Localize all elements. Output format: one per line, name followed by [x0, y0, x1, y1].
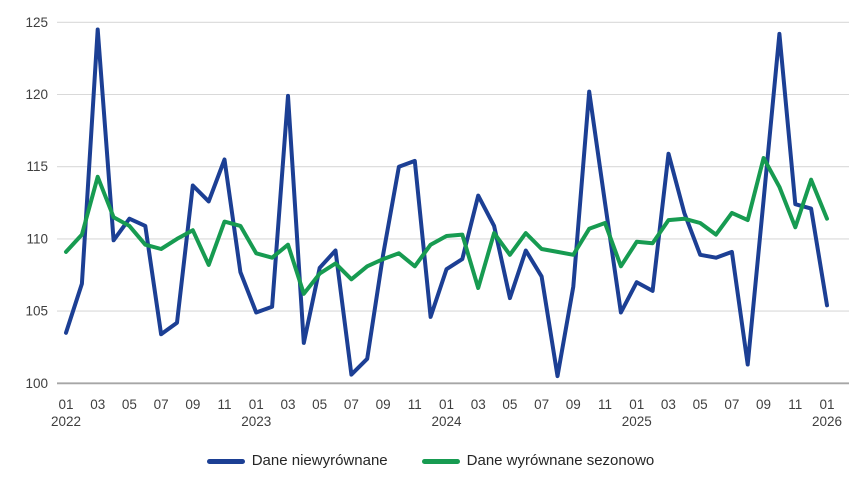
- x-tick-month-label: 03: [280, 397, 295, 412]
- x-tick-month-label: 11: [788, 397, 802, 412]
- x-tick-month-label: 05: [122, 397, 137, 412]
- x-tick-month-label: 05: [693, 397, 708, 412]
- legend-item-dane-niewyrownane: Dane niewyrównane: [206, 452, 388, 470]
- chart-legend: Dane niewyrównane Dane wyrównane sezonow…: [0, 452, 861, 470]
- x-tick-month-label: 03: [661, 397, 676, 412]
- x-tick-month-label: 09: [376, 397, 391, 412]
- x-tick-month-label: 01: [439, 397, 454, 412]
- legend-line-marker-blue: [206, 458, 245, 464]
- x-tick-month-label: 01: [58, 397, 73, 412]
- x-tick-month-label: 09: [185, 397, 200, 412]
- x-tick-year-label: 2025: [622, 414, 652, 429]
- series-line-dane-wyrownane-sezonowo: [64, 156, 829, 296]
- x-tick-year-label: 2024: [431, 414, 462, 429]
- y-tick-label-125: 125: [25, 15, 48, 30]
- chart-canvas: 100 105 110 115 120 125 01 2022 03 05 07 09 11 01 2023…: [25, 15, 849, 429]
- x-tick-year-label: 2022: [51, 414, 81, 429]
- x-tick-month-label: 11: [408, 397, 422, 412]
- y-tick-label-110: 110: [26, 231, 48, 246]
- x-tick-year-label: 2026: [812, 414, 842, 429]
- series-line-dane-niewyrownane: [64, 27, 829, 379]
- x-tick-month-label: 07: [344, 397, 359, 412]
- legend-label: Dane wyrównane sezonowo: [466, 452, 655, 469]
- x-tick-month-label: 01: [819, 397, 834, 412]
- x-tick-month-label: 03: [90, 397, 105, 412]
- x-tick-month-label: 01: [629, 397, 644, 412]
- legend-label: Dane niewyrównane: [251, 452, 388, 469]
- x-tick-month-label: 05: [312, 397, 327, 412]
- y-tick-label-115: 115: [26, 159, 48, 174]
- y-tick-label-120: 120: [25, 87, 48, 102]
- x-tick-month-label: 03: [471, 397, 486, 412]
- x-tick-month-label: 11: [598, 397, 612, 412]
- x-tick-year-label: 2023: [241, 414, 271, 429]
- x-tick-month-label: 07: [724, 397, 739, 412]
- y-tick-label-105: 105: [25, 304, 48, 319]
- legend-line-marker-green: [421, 458, 460, 464]
- x-tick-month-label: 09: [566, 397, 581, 412]
- legend-item-dane-wyrownane-sezonowo: Dane wyrównane sezonowo: [421, 452, 655, 470]
- x-tick-month-label: 01: [249, 397, 264, 412]
- x-tick-month-label: 09: [756, 397, 771, 412]
- x-tick-month-label: 05: [502, 397, 517, 412]
- y-tick-label-100: 100: [25, 376, 48, 391]
- x-tick-month-label: 07: [154, 397, 169, 412]
- x-tick-month-label: 11: [218, 397, 232, 412]
- x-tick-month-label: 07: [534, 397, 549, 412]
